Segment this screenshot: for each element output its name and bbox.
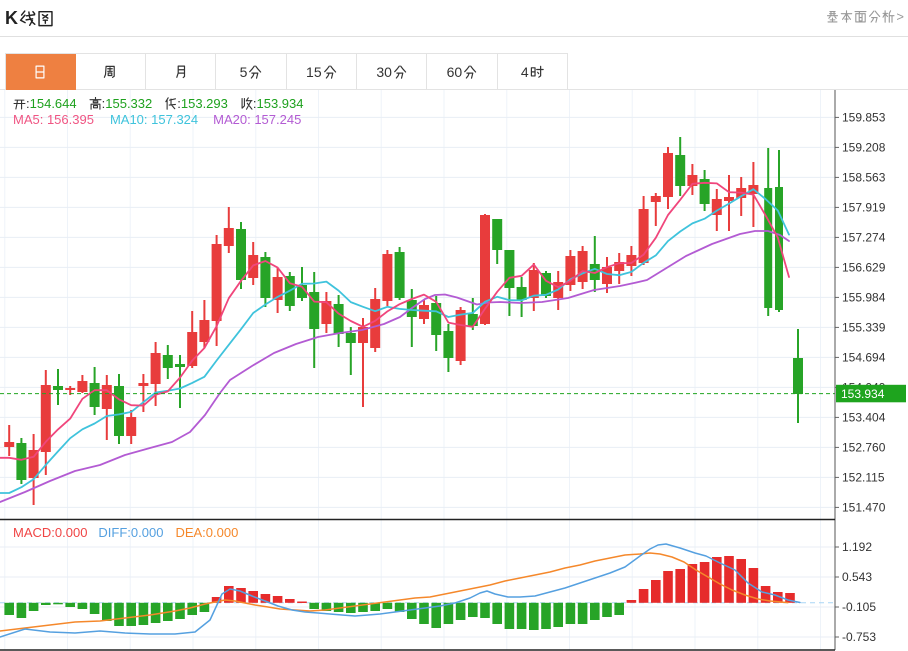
svg-text:154.694: 154.694: [842, 350, 886, 364]
svg-text:157.919: 157.919: [842, 200, 886, 214]
svg-text:1.192: 1.192: [842, 540, 872, 554]
svg-text:-0.753: -0.753: [842, 630, 876, 644]
svg-text:158.563: 158.563: [842, 170, 886, 184]
svg-text:152.115: 152.115: [842, 470, 885, 484]
svg-text:-0.105: -0.105: [842, 600, 876, 614]
svg-text:151.470: 151.470: [842, 500, 886, 514]
svg-text:156.629: 156.629: [842, 260, 886, 274]
svg-text:155.339: 155.339: [842, 320, 886, 334]
svg-text:155.984: 155.984: [842, 290, 886, 304]
svg-text:152.760: 152.760: [842, 440, 886, 454]
svg-text:159.853: 159.853: [842, 110, 886, 124]
svg-text:157.274: 157.274: [842, 230, 886, 244]
svg-text:0.543: 0.543: [842, 570, 872, 584]
svg-text:159.208: 159.208: [842, 140, 886, 154]
svg-text:153.404: 153.404: [842, 410, 886, 424]
svg-text:153.934: 153.934: [841, 387, 885, 401]
